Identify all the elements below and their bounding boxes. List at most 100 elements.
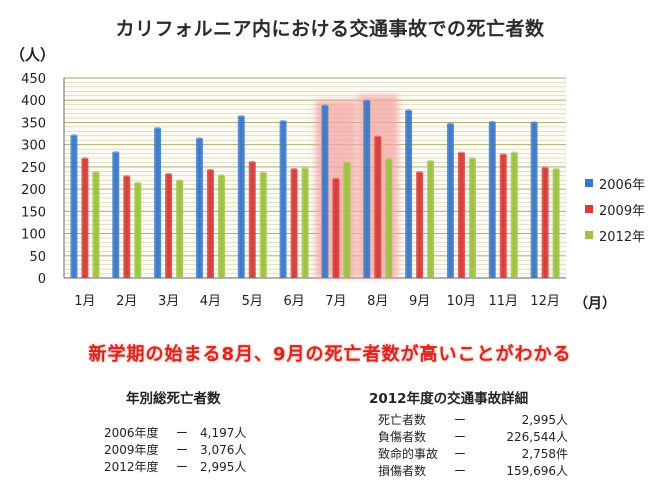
- row-dash: ー: [454, 413, 467, 427]
- bar-cap: [81, 157, 89, 161]
- legend-label-2009: 2009年: [599, 203, 646, 219]
- bar-2012年-3月: [176, 181, 184, 278]
- bar-2006年-11月: [488, 122, 496, 278]
- annual-total-row: 2006年度 ー 4,197人: [104, 425, 246, 442]
- bar-cap: [206, 168, 214, 173]
- headline-caption: 新学期の始まる8月、9月の死亡者数が高いことがわかる: [88, 344, 572, 365]
- bar-2012年-6月: [301, 168, 309, 278]
- bar-cap: [123, 175, 131, 179]
- bar-cap: [530, 121, 538, 125]
- bar-cap: [237, 115, 245, 119]
- y-tick-label: 0: [38, 272, 46, 287]
- bar-cap: [343, 161, 351, 165]
- details-row: 損傷者数 ー 159,696人: [378, 463, 568, 480]
- bar-2009年-1月: [81, 158, 89, 278]
- bar-2009年-9月: [416, 172, 424, 278]
- bar-cap: [154, 127, 162, 131]
- bar-2006年-9月: [405, 110, 413, 278]
- bar-2009年-11月: [499, 154, 507, 278]
- row-dash: ー: [176, 460, 189, 474]
- details-2012-title: 2012年度の交通事故詳細: [369, 391, 529, 407]
- bar-cap: [416, 171, 424, 175]
- x-tick-label: 3月: [158, 294, 179, 309]
- bar-2009年-2月: [123, 176, 131, 278]
- bar-cap: [112, 151, 120, 155]
- bar-2006年-2月: [112, 152, 120, 278]
- row-label: 2006年度: [104, 426, 159, 440]
- x-tick-label: 11月: [488, 294, 518, 309]
- x-tick-label: 12月: [530, 294, 560, 309]
- bar-2006年-10月: [446, 124, 454, 278]
- bar-cap: [405, 109, 413, 113]
- bar-cap: [427, 159, 435, 164]
- row-value: 2,995人: [521, 413, 569, 427]
- legend-swatch-2006: [585, 179, 593, 187]
- bar-2006年-8月: [363, 101, 371, 278]
- row-dash: ー: [454, 464, 467, 478]
- bar-cap: [552, 167, 560, 172]
- annual-total-row: 2009年度 ー 3,076人: [104, 442, 246, 459]
- x-tick-label: 1月: [74, 294, 95, 309]
- bar-2009年-12月: [541, 168, 549, 278]
- bar-cap: [195, 137, 203, 141]
- bar-cap: [248, 160, 256, 165]
- bar-2012年-4月: [217, 175, 225, 278]
- x-axis-unit: （月）: [574, 296, 616, 312]
- x-tick-label: 2月: [116, 294, 137, 309]
- row-label: 負傷者数: [378, 430, 427, 444]
- row-value: 3,076人: [200, 443, 247, 457]
- row-dash: ー: [176, 426, 189, 440]
- bar-2012年-11月: [510, 153, 518, 278]
- legend-item-2012: 2012年: [585, 222, 645, 248]
- bar-cap: [457, 151, 465, 155]
- y-tick-label: 150: [21, 205, 46, 220]
- y-tick-label: 350: [21, 116, 46, 131]
- row-value: 2,995人: [200, 460, 247, 474]
- bar-cap: [290, 167, 298, 172]
- bar-2012年-1月: [92, 172, 100, 278]
- bar-2012年-12月: [552, 169, 560, 278]
- bar-cap: [217, 174, 225, 178]
- bar-cap: [134, 181, 142, 185]
- legend-swatch-2012: [585, 231, 593, 239]
- bar-cap: [70, 134, 78, 138]
- bar-2012年-9月: [427, 161, 435, 278]
- bar-cap: [301, 167, 309, 171]
- x-tick-label: 7月: [325, 294, 346, 309]
- details-2012-list: 死亡者数 ー 2,995人 負傷者数 ー 226,544人 致命的事故 ー 2,…: [378, 412, 568, 480]
- row-label: 致命的事故: [378, 447, 439, 461]
- legend-item-2006: 2006年: [585, 170, 645, 196]
- bar-cap: [165, 172, 173, 177]
- bar-2009年-3月: [165, 174, 173, 278]
- x-tick-label: 5月: [242, 294, 263, 309]
- x-tick-label: 4月: [200, 294, 221, 309]
- bar-cap: [385, 158, 393, 162]
- x-tick-label: 10月: [447, 294, 477, 309]
- row-dash: ー: [454, 430, 467, 444]
- bar-cap: [92, 171, 100, 175]
- y-tick-label: 400: [21, 94, 46, 109]
- plot-area: [64, 78, 566, 278]
- y-axis-unit: （人）: [10, 46, 56, 64]
- bar-cap: [332, 177, 340, 181]
- legend-label-2006: 2006年: [599, 177, 646, 193]
- y-tick-label: 100: [21, 228, 46, 243]
- y-tick-label: 250: [21, 161, 46, 176]
- bar-2009年-5月: [248, 162, 256, 278]
- bar-2006年-5月: [237, 116, 245, 279]
- bar-cap: [321, 104, 329, 108]
- bar-2006年-1月: [70, 135, 78, 278]
- bar-2012年-5月: [259, 173, 267, 278]
- y-tick-label: 50: [29, 250, 46, 265]
- bar-2012年-10月: [468, 158, 476, 278]
- bar-cap: [176, 179, 184, 183]
- bar-cap: [446, 122, 454, 126]
- row-value: 159,696人: [506, 464, 569, 478]
- bar-cap: [259, 171, 267, 175]
- bar-2006年-3月: [154, 128, 162, 278]
- annual-totals-title: 年別総死亡者数: [126, 391, 221, 407]
- details-row: 負傷者数 ー 226,544人: [378, 429, 568, 446]
- row-value: 4,197人: [200, 426, 247, 440]
- bar-cap: [374, 135, 382, 139]
- row-dash: ー: [176, 443, 189, 457]
